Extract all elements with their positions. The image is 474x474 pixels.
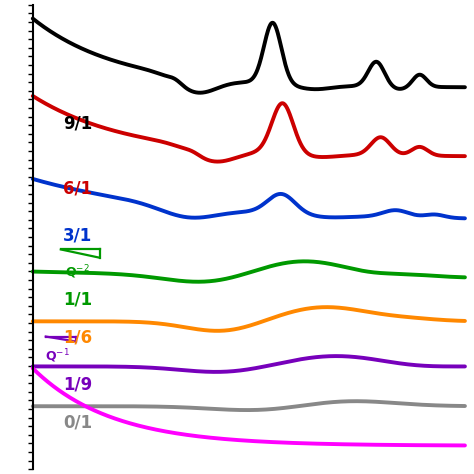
Text: 6/1: 6/1 [63,180,92,198]
Text: 3/1: 3/1 [63,227,92,245]
Text: 1/9: 1/9 [63,376,92,394]
Text: Q$^{-1}$: Q$^{-1}$ [45,347,70,365]
Text: 1/1: 1/1 [63,290,92,308]
Text: Q$^{-2}$: Q$^{-2}$ [65,263,90,281]
Text: 1/6: 1/6 [63,329,92,347]
Text: 0/1: 0/1 [63,413,92,431]
Text: 9/1: 9/1 [63,115,92,133]
